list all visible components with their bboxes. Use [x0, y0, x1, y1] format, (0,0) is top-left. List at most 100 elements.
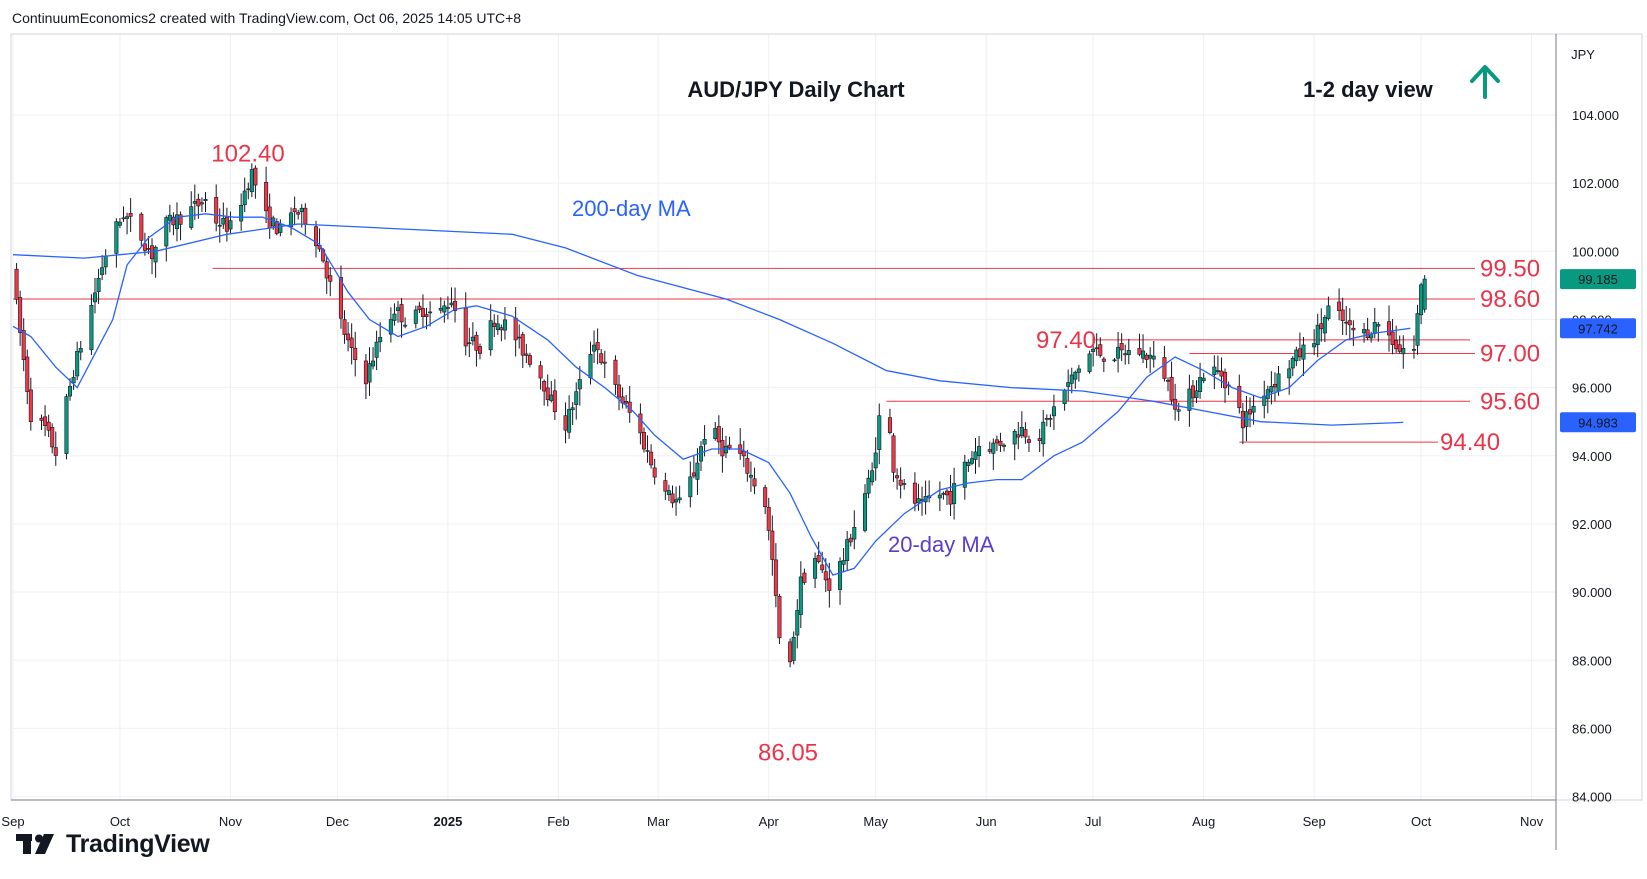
y-tick-label: 102.000 [1572, 176, 1619, 191]
candle-up [791, 636, 796, 661]
y-axis: 104.000102.000100.00098.00096.00094.0009… [1572, 108, 1619, 805]
x-tick-label: 2025 [433, 814, 462, 829]
candle-up [249, 169, 254, 193]
candle-down [424, 314, 429, 317]
candle-up [1312, 343, 1317, 348]
candle-up [1087, 353, 1092, 372]
candle-down [328, 275, 333, 282]
candle-up [962, 461, 967, 488]
candle-down [1144, 354, 1149, 360]
candle-down [178, 214, 183, 225]
candle-down [645, 450, 650, 452]
candle-down [1347, 320, 1352, 326]
candle-down [527, 355, 532, 365]
candle-down [420, 308, 425, 317]
price-badge [1560, 412, 1636, 433]
candle-up [991, 442, 996, 454]
candle-up [1062, 390, 1067, 405]
candle-up [1419, 284, 1424, 316]
candle-up [100, 267, 105, 275]
candle-up [299, 207, 304, 212]
candle-up [96, 278, 101, 292]
currency-label: JPY [1571, 47, 1595, 62]
candle-down [1247, 409, 1252, 415]
candle-up [1265, 389, 1270, 399]
tradingview-logo-icon [16, 834, 54, 854]
level-label: 98.60 [1480, 286, 1540, 313]
candle-up [1411, 349, 1416, 351]
candle-down [716, 426, 721, 443]
candle-up [117, 221, 122, 226]
candle-up [495, 323, 500, 331]
candle-down [399, 304, 404, 323]
candle-down [987, 449, 992, 452]
candle-down [21, 330, 26, 361]
candle-down [898, 479, 903, 486]
candle-down [1137, 348, 1142, 355]
candle-down [1166, 379, 1171, 382]
candle-down [1123, 353, 1128, 356]
candle-up [217, 224, 222, 227]
candle-up [1372, 322, 1377, 334]
candle-down [944, 490, 949, 496]
candle-down [891, 435, 896, 473]
candle-up [428, 311, 433, 314]
candle-up [1069, 374, 1074, 384]
candle-up [449, 302, 454, 306]
candle-up [125, 216, 130, 219]
candle-down [524, 353, 529, 356]
x-tick-label: Mar [647, 814, 670, 829]
candle-down [649, 451, 654, 466]
candle-down [770, 530, 775, 560]
candle-up [388, 319, 393, 335]
candle-up [845, 539, 850, 562]
candle-down [267, 206, 272, 229]
candle-down [121, 217, 126, 220]
candle-up [1002, 444, 1007, 447]
candle-up [977, 446, 982, 457]
candle-up [1198, 377, 1203, 393]
candle-up [239, 205, 244, 222]
candle-down [599, 353, 604, 364]
candle-down [296, 212, 301, 215]
candle-down [617, 384, 622, 398]
candle-up [392, 313, 397, 321]
candle-down [827, 578, 832, 591]
candle-down [998, 440, 1003, 446]
candle-up [813, 558, 818, 579]
candle-up [114, 221, 119, 254]
x-axis: Sep Oct Nov Dec 2025 Feb Mar Apr May Jun Jul Aug Sep… [1, 814, 1543, 829]
y-tick-label: 90.000 [1572, 585, 1612, 600]
candle-down [1223, 371, 1228, 389]
candle-up [1415, 313, 1420, 346]
candle-up [795, 610, 800, 636]
candle-down [214, 196, 219, 224]
candle-up [1151, 355, 1156, 360]
candle-up [1276, 373, 1281, 392]
x-tick-label: Jun [976, 814, 997, 829]
candle-up [1066, 382, 1071, 387]
candle-last [1422, 278, 1427, 310]
candle-down [1390, 331, 1395, 345]
candle-up [1326, 305, 1331, 319]
candle-up [713, 428, 718, 439]
candle-up [1294, 349, 1299, 362]
candle-down [1101, 358, 1106, 362]
candle-up [1215, 370, 1220, 372]
price-badge [1560, 318, 1636, 339]
candle-down [1397, 344, 1402, 352]
candle-down [948, 490, 953, 505]
candle-up [1073, 371, 1078, 380]
y-tick-label: 96.000 [1572, 381, 1612, 396]
candle-up [438, 307, 443, 311]
candle-up [567, 409, 572, 433]
candle-up [467, 342, 472, 345]
candle-up [1362, 329, 1367, 334]
candle-down [303, 207, 308, 225]
y-tick-label: 94.000 [1572, 449, 1612, 464]
candle-down [246, 188, 251, 191]
y-tick-label: 92.000 [1572, 517, 1612, 532]
candle-up [1051, 406, 1056, 417]
x-tick-label: Aug [1192, 814, 1215, 829]
candle-up [242, 190, 247, 206]
